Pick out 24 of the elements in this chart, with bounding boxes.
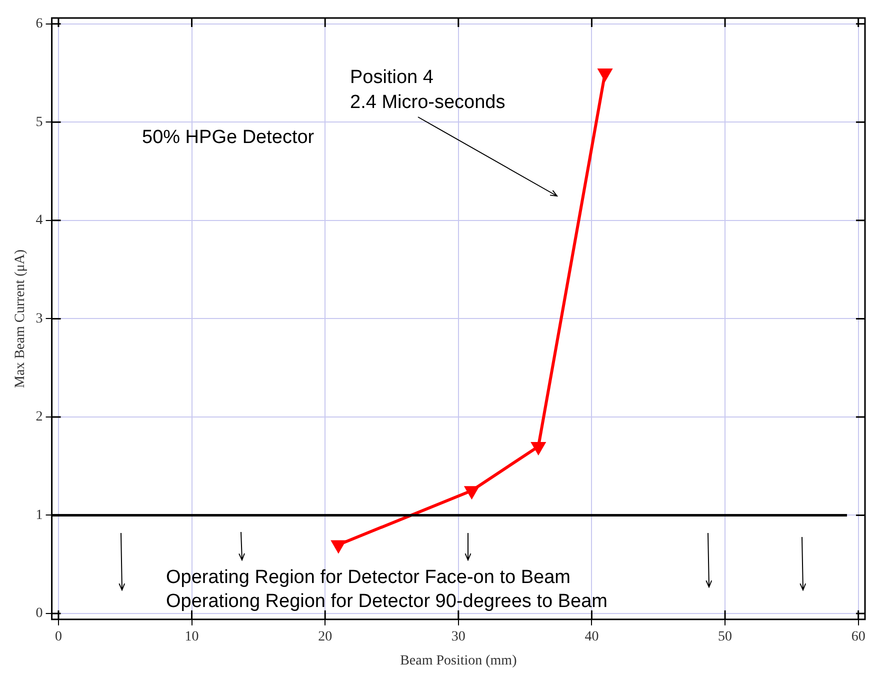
x-tick-label: 20	[318, 629, 332, 644]
x-tick-label: 0	[54, 629, 62, 644]
point	[598, 68, 612, 81]
x-tick-label: 60	[851, 629, 866, 644]
y-tick-label: 0	[36, 606, 43, 622]
y-tick-label: 4	[36, 213, 43, 228]
annotation: Operationg Region for Detector 90-degrees to Beam	[166, 591, 608, 612]
point	[332, 540, 346, 552]
annotation: Position 4 2.4 Micro-seconds	[350, 67, 506, 114]
point	[532, 442, 546, 454]
y-tick-label: 2	[36, 410, 43, 425]
x-tick-label: 30	[451, 629, 466, 644]
y-tick-label: 5	[36, 114, 43, 130]
y-tick-label: 3	[36, 311, 43, 326]
annotation: Operating Region for Detector Face-on to Beam	[166, 567, 570, 588]
x-tick-label: 50	[718, 629, 732, 644]
y-tick-label: 6	[36, 16, 43, 32]
y-tick-label: 1	[36, 508, 43, 523]
point	[465, 486, 478, 498]
x-axis-title: Beam Position (mm)	[400, 653, 518, 668]
y-axis-title: Max Beam Current (μA)	[13, 249, 28, 388]
x-tick-label: 10	[184, 629, 199, 644]
annotation: 50% HPGe Detector	[142, 127, 315, 148]
x-tick-label: 40	[584, 629, 599, 644]
